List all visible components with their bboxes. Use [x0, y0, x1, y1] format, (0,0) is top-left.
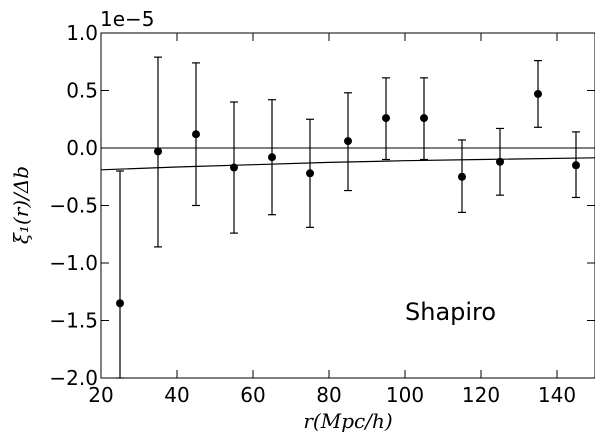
data-point-8: [420, 114, 428, 123]
data-point-9: [458, 172, 466, 181]
data-point-10: [496, 157, 504, 166]
y-tick-label-1: 0.5: [66, 79, 98, 103]
model-curve: [100, 157, 595, 171]
x-tick-label-1: 40: [164, 383, 189, 407]
data-point-0: [116, 299, 124, 308]
data-point-11: [534, 89, 542, 98]
y-offset-text: 1e−5: [100, 7, 155, 31]
data-point-5: [306, 169, 314, 178]
y-tick-label-3: −0.5: [49, 194, 98, 218]
x-axis-label: r(Mpc/h): [303, 409, 392, 433]
y-tick-label-0: 1.0: [66, 21, 98, 45]
y-tick-label-2: 0.0: [66, 136, 98, 160]
data-point-6: [344, 137, 352, 146]
y-tick-label-4: −1.0: [49, 251, 98, 275]
data-point-2: [192, 130, 200, 139]
x-tick-label-2: 60: [240, 383, 265, 407]
x-tick-label-4: 100: [386, 383, 424, 407]
y-tick-label-5: −1.5: [49, 309, 98, 333]
y-tick-label-6: −2.0: [49, 366, 98, 390]
y-axis-label: ξ₁(r)/Δb: [9, 166, 33, 244]
data-point-12: [572, 161, 580, 170]
data-point-3: [230, 163, 238, 172]
plot-frame: [100, 32, 595, 379]
x-tick-label-6: 140: [538, 383, 576, 407]
annotation-shapiro: Shapiro: [405, 298, 496, 326]
x-tick-label-5: 120: [462, 383, 500, 407]
x-tick-label-3: 80: [316, 383, 341, 407]
data-point-4: [268, 153, 276, 162]
data-point-7: [382, 114, 390, 123]
x-tick-label-0: 20: [88, 383, 113, 407]
data-point-1: [154, 147, 162, 156]
